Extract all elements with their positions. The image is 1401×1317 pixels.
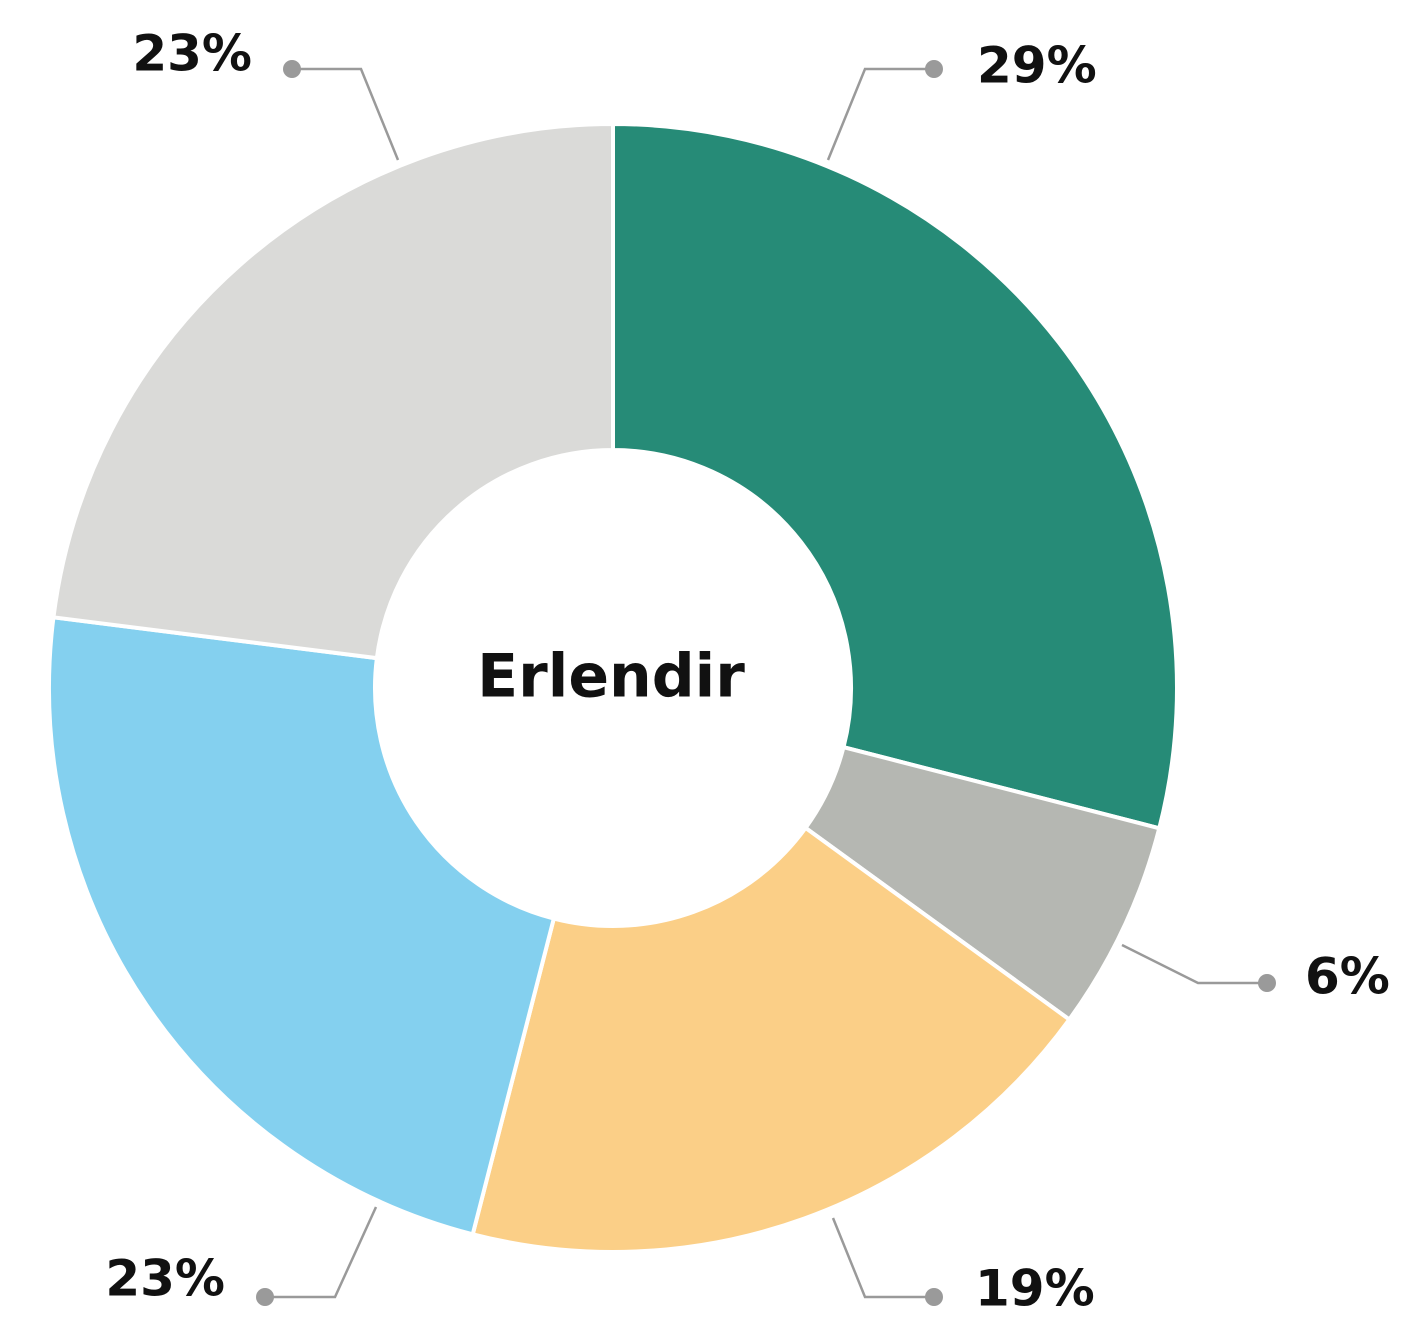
leader-dot bbox=[925, 1288, 943, 1306]
leader-line bbox=[831, 1217, 934, 1299]
leader-dot bbox=[283, 60, 301, 78]
slice bbox=[51, 121, 615, 661]
leader-dot bbox=[925, 60, 943, 78]
slice bbox=[470, 825, 1073, 1254]
slice bbox=[47, 615, 557, 1237]
leader-line bbox=[265, 1206, 378, 1299]
value-label: 29% bbox=[977, 37, 1097, 95]
leader-dot bbox=[1258, 974, 1276, 992]
value-label: 23% bbox=[105, 1250, 225, 1308]
value-label: 19% bbox=[975, 1260, 1095, 1317]
value-label: 23% bbox=[132, 25, 252, 83]
center-label: Erlendir bbox=[477, 642, 745, 712]
slices bbox=[47, 121, 1179, 1254]
slice bbox=[611, 121, 1179, 831]
value-label: 6% bbox=[1305, 948, 1390, 1006]
leader-line bbox=[826, 67, 934, 161]
leaders: 29% 6% 19% 23% 23% bbox=[105, 25, 1390, 1317]
leader-line bbox=[292, 67, 400, 161]
leader-line bbox=[1121, 943, 1267, 985]
leader-dot bbox=[256, 1288, 274, 1306]
